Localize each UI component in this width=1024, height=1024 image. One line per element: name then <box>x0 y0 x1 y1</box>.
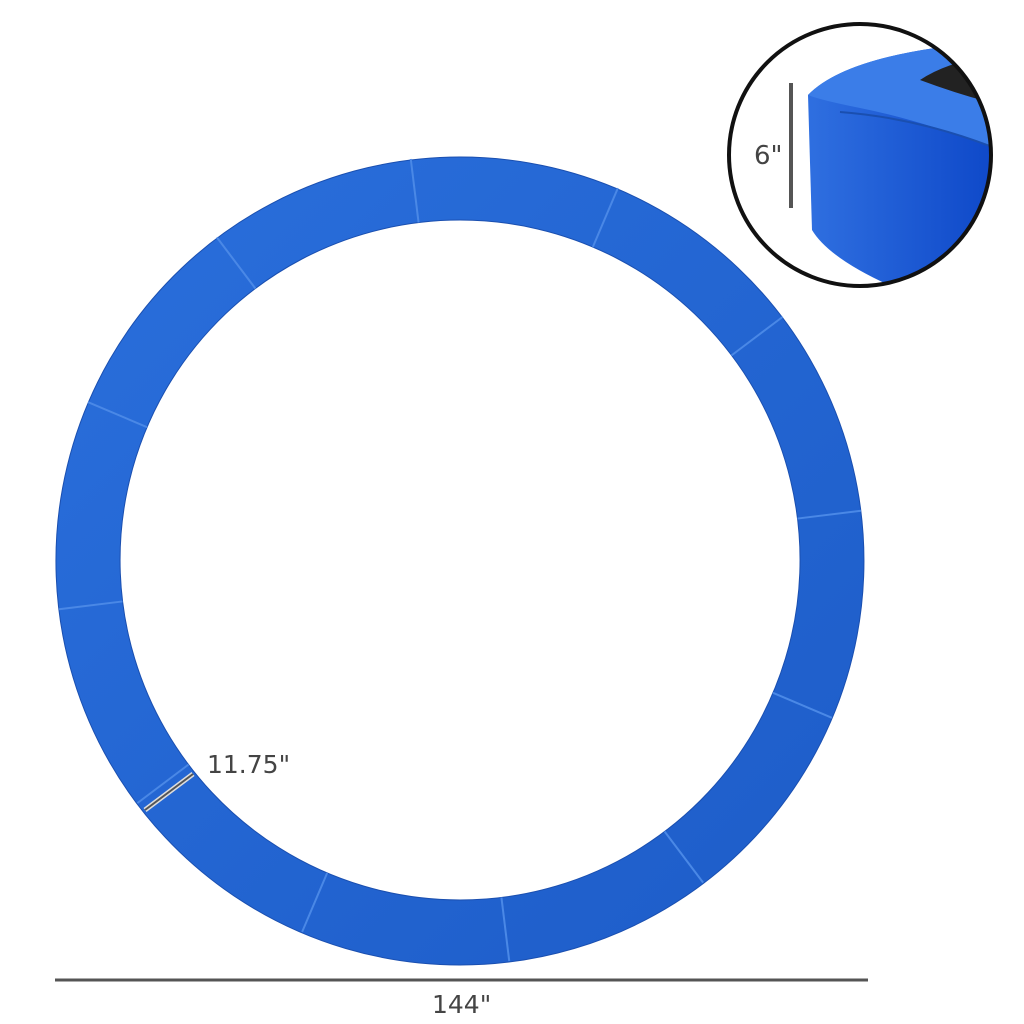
height-label: 6" <box>754 141 783 171</box>
pad-seam <box>730 316 784 357</box>
pad-seam <box>136 763 190 804</box>
diameter-label: 144" <box>432 990 492 1019</box>
pad-segment-seams <box>58 158 862 962</box>
inset-border <box>727 22 993 288</box>
pad-seam <box>87 401 148 429</box>
pad-seam <box>772 691 833 719</box>
pad-seam <box>663 830 704 884</box>
pad-seam <box>591 187 619 248</box>
pad-seam <box>500 897 511 962</box>
pad-seam <box>58 600 123 611</box>
pad-seam <box>301 872 329 933</box>
pad-seam <box>409 158 420 223</box>
pad-seam <box>797 509 862 520</box>
pad-seam <box>216 236 257 290</box>
trampoline-pad-ring <box>55 156 865 966</box>
width-dimension-line-core <box>144 773 194 811</box>
width-label: 11.75" <box>207 750 291 779</box>
